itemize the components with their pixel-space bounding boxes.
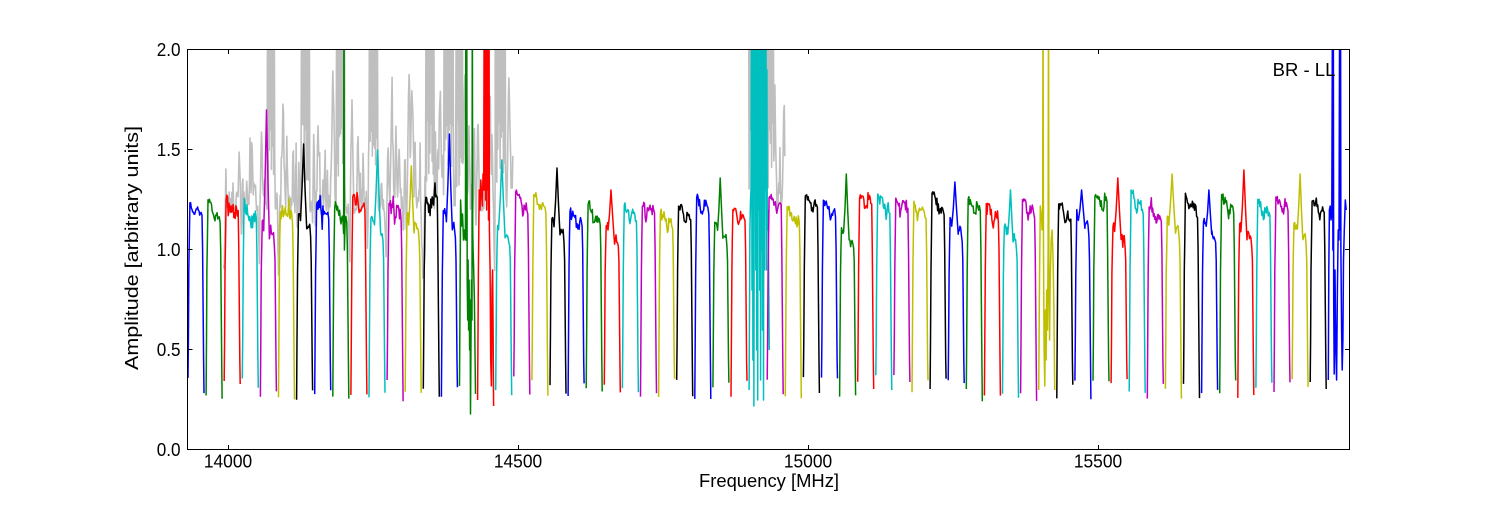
svg-text:0.5: 0.5 [157, 340, 181, 360]
svg-text:1.5: 1.5 [157, 140, 181, 160]
svg-text:0.0: 0.0 [157, 440, 181, 460]
svg-text:2.0: 2.0 [157, 40, 181, 60]
svg-text:15500: 15500 [1074, 451, 1122, 471]
svg-text:1.0: 1.0 [157, 240, 181, 260]
svg-text:Frequency [MHz]: Frequency [MHz] [699, 471, 839, 491]
svg-text:15000: 15000 [784, 451, 832, 471]
svg-text:14000: 14000 [204, 451, 252, 471]
svg-text:Amplitude [arbitrary units]: Amplitude [arbitrary units] [122, 126, 142, 370]
svg-text:14500: 14500 [494, 451, 542, 471]
svg-text:BR - LL: BR - LL [1273, 59, 1336, 80]
